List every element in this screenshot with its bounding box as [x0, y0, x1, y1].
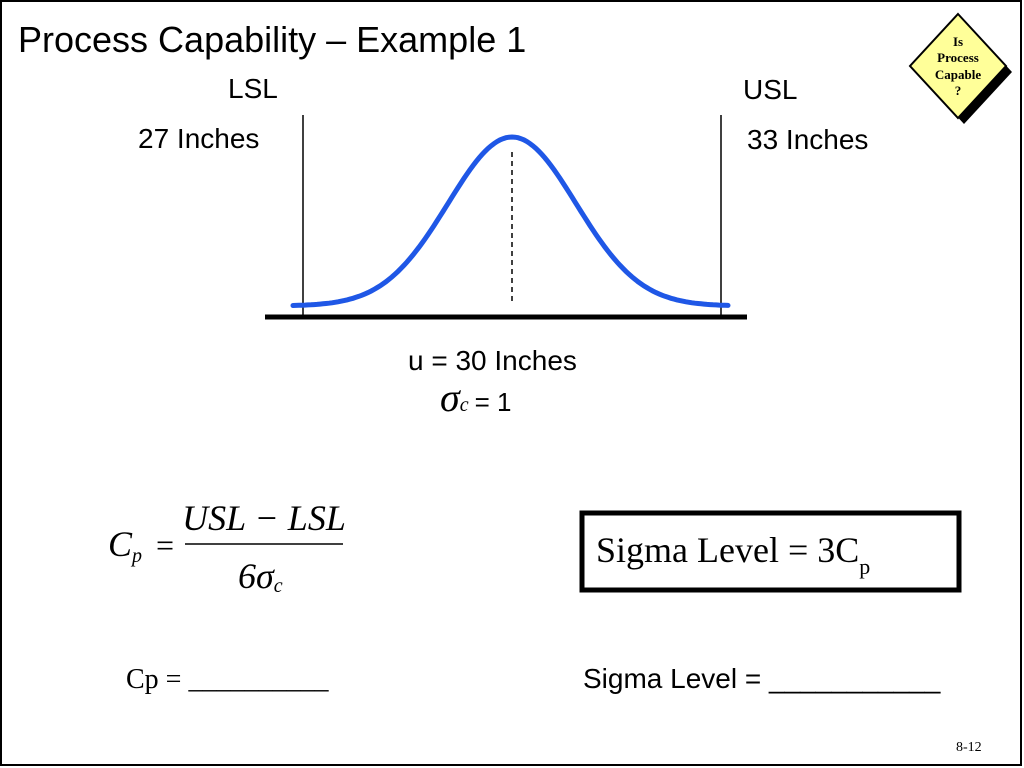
cp-denominator: 6σc: [238, 556, 283, 597]
sigma-level-sub: p: [859, 554, 870, 579]
page-number: 8-12: [956, 740, 982, 755]
sigma-subscript: c: [460, 394, 469, 416]
formula-box: [579, 510, 962, 593]
cp-denominator-sub: c: [274, 575, 283, 597]
sigma-level-main: Sigma Level = 3C: [596, 530, 859, 570]
usl-label: USL: [743, 74, 797, 105]
sigma-level-text: Sigma Level = 3Cp: [596, 530, 870, 579]
cp-c: C: [108, 524, 133, 564]
cp-answer: Cp = __________: [126, 664, 329, 695]
badge-line: ?: [955, 83, 962, 98]
cp-sub: p: [130, 545, 142, 567]
badge-line: Is: [953, 34, 963, 49]
badge-line: Capable: [935, 67, 981, 82]
sigma-level-answer: Sigma Level = ___________: [583, 663, 941, 694]
sigma-value: = 1: [475, 387, 512, 417]
title: Process Capability – Example 1: [18, 19, 526, 60]
lsl-label: LSL: [228, 73, 278, 104]
badge-line: Process: [937, 50, 979, 65]
distribution-diagram: LSL 27 Inches USL 33 Inches u = 30 Inche…: [138, 73, 868, 420]
cp-denominator-main: 6σ: [238, 556, 275, 596]
cp-lhs: Cp: [108, 524, 142, 567]
lsl-value: 27 Inches: [138, 123, 259, 154]
badge-diamond: [908, 12, 1008, 120]
sigma-symbol: σ: [440, 375, 461, 420]
cp-numerator: USL − LSL: [182, 498, 346, 538]
mean-label: u = 30 Inches: [408, 345, 577, 376]
sigma-label: σc = 1: [440, 375, 512, 420]
cp-equals: =: [156, 527, 174, 563]
badge: Is Process Capable ?: [908, 12, 1012, 124]
usl-value: 33 Inches: [747, 124, 868, 155]
normal-curve: [290, 134, 731, 308]
cp-formula: Cp = USL − LSL 6σc: [108, 498, 346, 597]
sigma-level-formula: Sigma Level = 3Cp: [579, 510, 962, 593]
